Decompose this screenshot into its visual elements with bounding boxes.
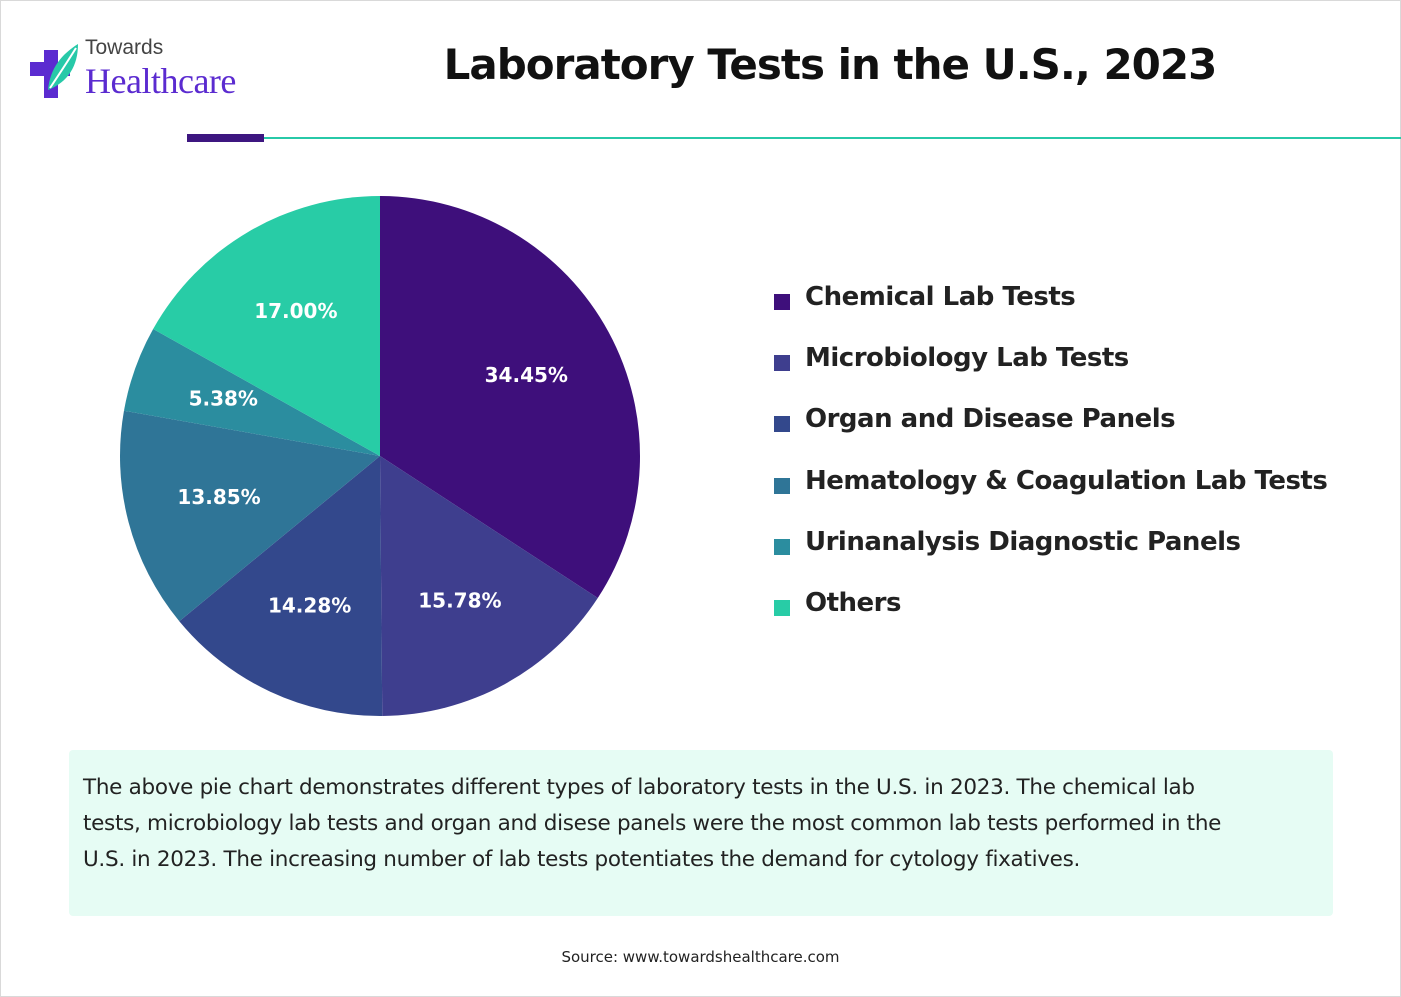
legend-label: Others	[805, 587, 901, 618]
pie-slice	[179, 456, 383, 716]
pie-data-label: 34.45%	[485, 363, 568, 387]
legend-swatch	[774, 477, 790, 494]
pie-data-labels: 34.45% 15.78% 14.28% 13.85% 5.38% 17.00%	[177, 299, 568, 617]
source-note: Source: www.towardshealthcare.com	[561, 948, 840, 966]
legend-label: Hematology & Coagulation Lab Tests	[805, 465, 1328, 496]
legend-label: Organ and Disease Panels	[805, 404, 1176, 435]
pie-data-label: 17.00%	[254, 299, 337, 323]
title-underline-accent	[187, 134, 264, 142]
description-box: The above pie chart demonstrates differe…	[69, 750, 1333, 916]
pie-data-label: 15.78%	[418, 588, 501, 612]
legend-swatch	[774, 355, 790, 372]
legend-swatch	[774, 599, 790, 616]
brand-healthcare: Healthcare	[85, 61, 236, 101]
legend-label: Microbiology Lab Tests	[805, 343, 1129, 374]
pie-slice	[380, 196, 641, 599]
pie-data-label: 13.85%	[177, 485, 260, 509]
brand-logo: Towards Healthcare	[28, 36, 268, 106]
title-underline-rule	[264, 137, 1401, 139]
legend-swatch	[774, 416, 790, 433]
pie-data-label: 14.28%	[268, 593, 351, 617]
chart-title: Laboratory Tests in the U.S., 2023	[443, 40, 1218, 89]
medical-cross-leaf-icon	[30, 44, 78, 98]
pie-slices	[120, 196, 641, 716]
pie-slice	[380, 456, 598, 716]
legend-label: Chemical Lab Tests	[805, 282, 1076, 312]
pie-slice	[120, 410, 381, 622]
legend-swatch	[774, 538, 790, 555]
pie-slice	[123, 328, 380, 456]
pie-slice	[153, 196, 380, 456]
pie-data-label: 5.38%	[189, 387, 258, 411]
legend-swatch	[774, 294, 790, 310]
description-text: The above pie chart demonstrates differe…	[83, 775, 1222, 872]
legend-label: Urinanalysis Diagnostic Panels	[805, 526, 1241, 557]
brand-towards: Towards	[85, 36, 164, 59]
